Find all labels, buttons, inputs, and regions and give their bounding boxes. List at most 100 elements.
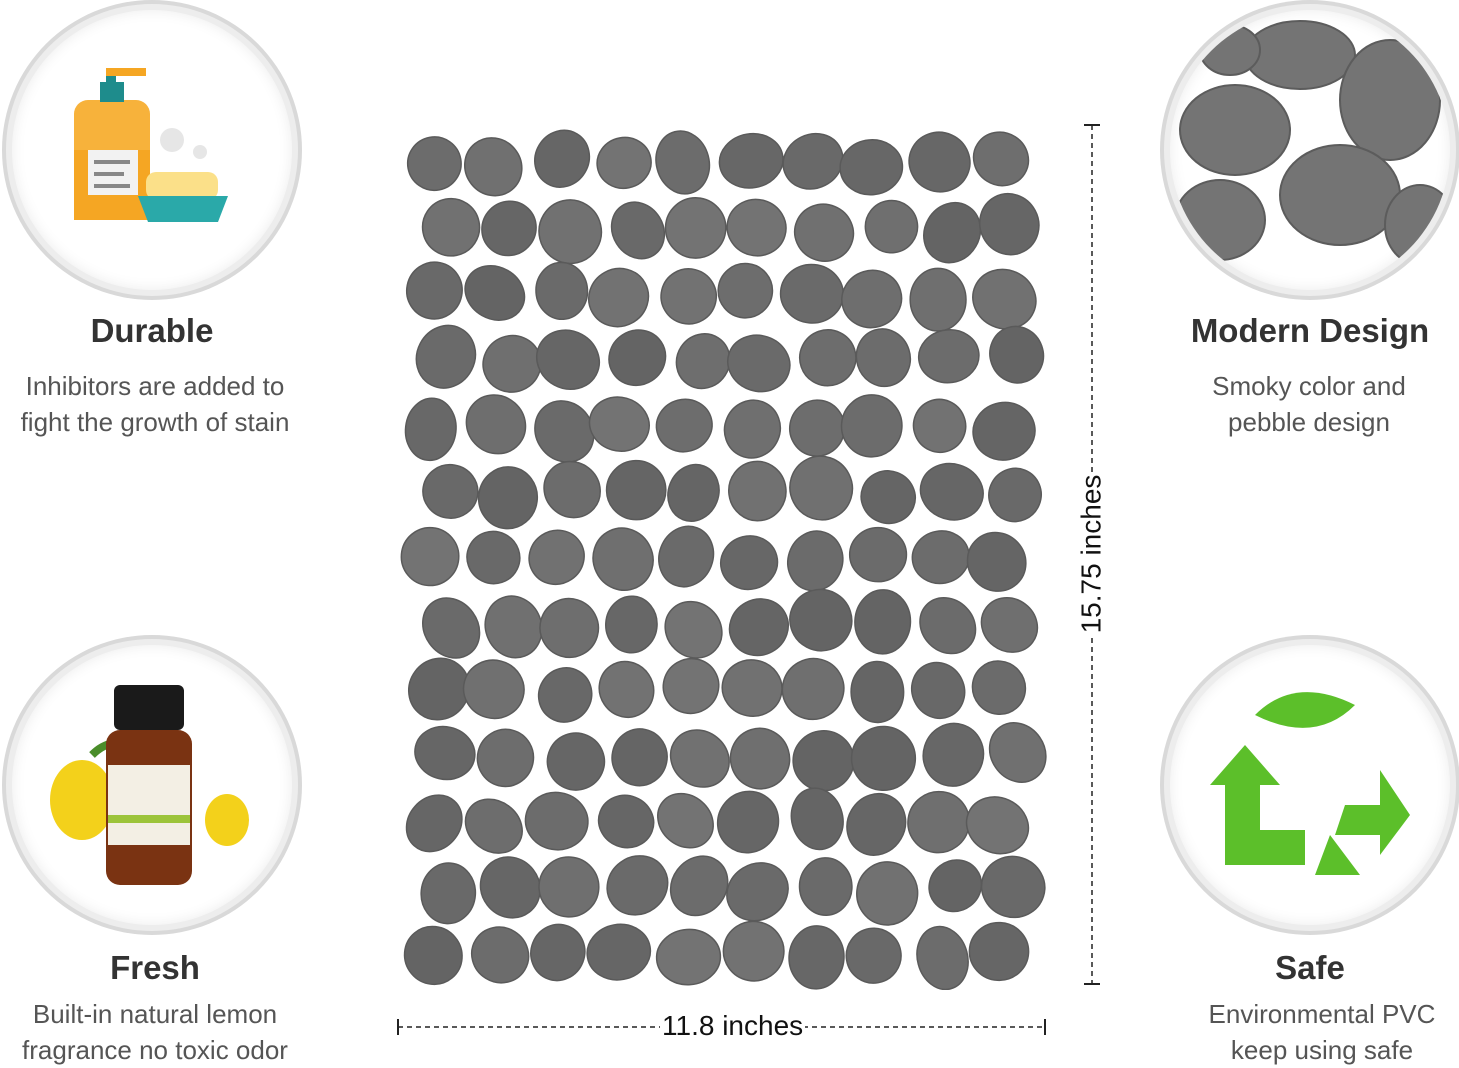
pebble xyxy=(598,660,655,719)
pebble xyxy=(911,530,970,585)
pebble xyxy=(722,920,785,982)
feature-desc-safe: Environmental PVC keep using safe xyxy=(1208,999,1436,1065)
pebble xyxy=(726,198,787,257)
pebble xyxy=(481,200,537,257)
pebble xyxy=(845,927,902,984)
pebble xyxy=(839,139,904,196)
pebble xyxy=(848,526,908,583)
pebble xyxy=(597,794,655,849)
pebble xyxy=(841,269,903,329)
pebble xyxy=(462,659,525,720)
pebble xyxy=(798,857,853,916)
pebble xyxy=(528,529,585,586)
feature-desc-durable: Inhibitors are added to fight the growth … xyxy=(20,371,290,437)
pebble xyxy=(586,923,652,981)
pebble xyxy=(669,729,730,788)
pebble xyxy=(978,192,1040,256)
pebble xyxy=(538,856,600,918)
pebble xyxy=(790,787,844,851)
pebble xyxy=(662,657,720,715)
pebble xyxy=(717,262,774,319)
pebble xyxy=(538,199,603,265)
pebble xyxy=(588,396,650,452)
pebble xyxy=(414,725,476,781)
pebble xyxy=(729,727,791,790)
pebble xyxy=(923,201,982,264)
soap-bottle-icon xyxy=(74,68,228,222)
pebble xyxy=(405,261,463,320)
pebble xyxy=(405,794,463,853)
pebble xyxy=(667,463,720,522)
pebble xyxy=(907,790,970,854)
pebble xyxy=(850,660,905,724)
feature-title-safe: Safe xyxy=(1275,949,1345,986)
pebble xyxy=(792,730,855,792)
pebble xyxy=(787,530,844,592)
pebble xyxy=(464,798,523,854)
pebble xyxy=(605,459,667,521)
pebble xyxy=(972,268,1037,330)
pebble-sink-mat xyxy=(400,129,1047,990)
pebble xyxy=(421,197,481,257)
pebble xyxy=(980,855,1046,919)
pebble xyxy=(465,394,527,455)
pebble xyxy=(912,398,967,454)
pebble xyxy=(781,657,845,721)
pebble xyxy=(840,394,903,458)
pebble xyxy=(850,725,917,791)
pebble xyxy=(727,334,791,393)
pebble xyxy=(476,728,535,788)
pebble xyxy=(788,399,846,457)
pebble xyxy=(860,470,916,525)
pebble xyxy=(908,131,971,193)
pebble xyxy=(484,595,543,659)
pebble xyxy=(596,136,652,190)
recycle-leaf-icon xyxy=(1210,692,1410,875)
pebble xyxy=(403,925,463,986)
pebble xyxy=(466,530,521,585)
pebble xyxy=(909,267,967,332)
pebble xyxy=(534,129,591,188)
pebble xyxy=(988,722,1047,783)
pebble xyxy=(793,203,855,262)
pebble xyxy=(422,597,481,659)
pebble xyxy=(610,201,666,260)
pebble xyxy=(415,324,477,389)
pebble xyxy=(971,660,1027,716)
pebble xyxy=(917,329,980,384)
pebble xyxy=(922,722,985,787)
safe-icon-circle xyxy=(1170,645,1450,925)
pebble xyxy=(537,667,593,723)
pebble xyxy=(675,333,731,390)
pebble xyxy=(534,400,595,463)
feature-title-fresh: Fresh xyxy=(110,949,200,986)
modern-design-icon-circle xyxy=(1170,10,1450,290)
pebble xyxy=(606,855,669,916)
pebble xyxy=(719,535,779,591)
pebble xyxy=(988,467,1042,523)
pebble xyxy=(782,132,844,190)
pebble xyxy=(605,595,658,654)
pebble xyxy=(779,263,844,324)
pebble xyxy=(916,925,969,990)
pebble xyxy=(723,399,782,459)
pebble xyxy=(965,796,1030,855)
pebble xyxy=(655,928,722,986)
pebble xyxy=(864,199,919,254)
pebble xyxy=(464,265,526,321)
feature-desc-fresh: Built-in natural lemon fragrance no toxic… xyxy=(22,999,288,1065)
pebble xyxy=(721,659,783,717)
pebble xyxy=(919,462,984,521)
pebble xyxy=(463,137,523,197)
width-label: 11.8 inches xyxy=(660,1010,806,1042)
pebble xyxy=(928,859,983,913)
pebble xyxy=(972,131,1030,187)
pebble-closeup-icon xyxy=(1174,20,1450,266)
pebble xyxy=(608,329,667,387)
pebble xyxy=(657,792,714,849)
pebble xyxy=(980,596,1039,653)
feature-title-durable: Durable xyxy=(90,312,214,349)
pebble xyxy=(968,921,1030,982)
pebble xyxy=(716,790,780,854)
pebble xyxy=(855,328,912,388)
